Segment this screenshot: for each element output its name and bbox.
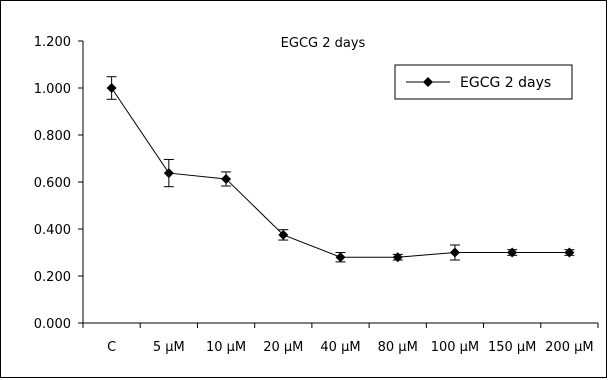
chart-title: EGCG 2 days — [281, 36, 366, 51]
x-tick-label: 40 μM — [320, 340, 360, 355]
x-tick-label: 150 μM — [488, 340, 536, 355]
x-tick-label: C — [107, 340, 116, 355]
data-point — [507, 247, 518, 258]
legend-marker-diamond — [423, 77, 433, 87]
data-point — [564, 247, 575, 258]
data-point — [278, 229, 289, 240]
legend: EGCG 2 days — [394, 64, 573, 100]
data-point — [163, 168, 174, 179]
y-tick-label: 0.400 — [34, 223, 71, 238]
x-tick-label: 200 μM — [545, 340, 593, 355]
data-point — [335, 252, 346, 263]
y-tick-label: 0.800 — [34, 129, 71, 144]
x-tick-label: 10 μM — [206, 340, 246, 355]
series-line — [111, 87, 570, 258]
data-point — [221, 173, 232, 184]
y-tick-label: 1.200 — [34, 35, 71, 50]
y-tick-label: 1.000 — [34, 82, 71, 97]
data-point — [449, 247, 460, 258]
data-point — [392, 252, 403, 263]
x-tick-label: 5 μM — [153, 340, 185, 355]
y-axis: 0.000 0.200 0.400 0.600 0.800 1.000 1.200 — [34, 35, 84, 332]
y-tick-label: 0.000 — [34, 317, 71, 332]
series-egcg-2-days — [106, 76, 575, 263]
y-tick-label: 0.600 — [34, 176, 71, 191]
y-tick-label: 0.200 — [34, 270, 71, 285]
data-point — [106, 83, 117, 93]
legend-label: EGCG 2 days — [460, 75, 551, 91]
x-tick-label: 20 μM — [263, 340, 303, 355]
x-tick-label: 80 μM — [378, 340, 418, 355]
x-axis: C 5 μM 10 μM 20 μM 40 μM 80 μM 100 μM 150 μM 200… — [82, 322, 599, 355]
x-tick-label: 100 μM — [431, 340, 479, 355]
